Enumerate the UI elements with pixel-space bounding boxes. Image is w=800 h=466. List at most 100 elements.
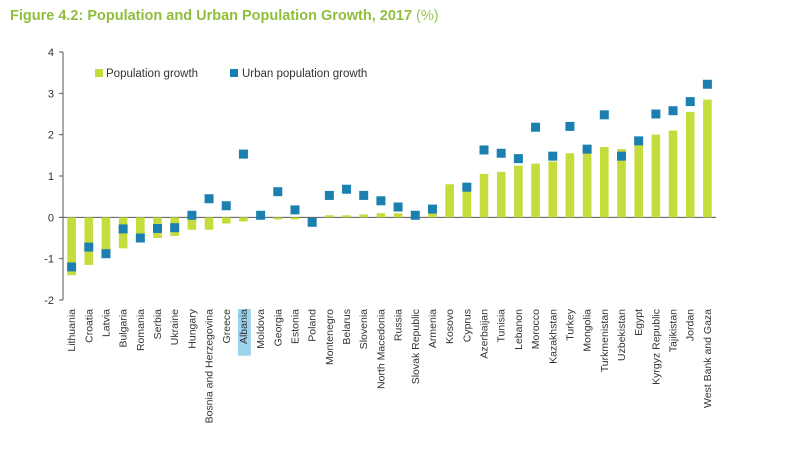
category-label-latvia: Latvia bbox=[100, 309, 112, 337]
population-bar-greece bbox=[221, 217, 231, 224]
category-label-slovak-republic: Slovak Republic bbox=[410, 309, 422, 384]
population-bar-west-bank-and-gaza bbox=[703, 99, 712, 218]
urban-marker-latvia bbox=[101, 249, 111, 259]
figure-title: Figure 4.2: Population and Urban Populat… bbox=[10, 8, 439, 24]
category-highlight-albania bbox=[237, 309, 251, 356]
category-label-turkey: Turkey bbox=[564, 308, 576, 340]
urban-marker-bosnia-and-herzegovina bbox=[204, 194, 214, 204]
category-label-tunisia: Tunisia bbox=[496, 309, 508, 343]
population-bar-north-macedonia bbox=[376, 213, 386, 218]
category-label-slovenia: Slovenia bbox=[358, 309, 370, 349]
category-label-mongolia: Mongolia bbox=[582, 309, 594, 352]
urban-marker-uzbekistan bbox=[616, 151, 626, 161]
population-bar-lebanon bbox=[514, 165, 523, 218]
urban-marker-egypt bbox=[634, 136, 644, 146]
urban-marker-azerbaijan bbox=[479, 145, 489, 155]
population-bar-croatia bbox=[84, 217, 94, 265]
urban-marker-kazakhstan bbox=[548, 151, 558, 161]
bar-layer bbox=[67, 99, 712, 276]
legend-label-urban-population-growth: Urban population growth bbox=[242, 68, 367, 80]
population-bar-jordan bbox=[685, 111, 695, 218]
category-label-bulgaria: Bulgaria bbox=[118, 309, 130, 348]
urban-marker-belarus bbox=[342, 184, 352, 194]
figure-title-unit: (%) bbox=[416, 8, 439, 24]
category-label-belarus: Belarus bbox=[341, 309, 353, 345]
population-bar-azerbaijan bbox=[479, 173, 489, 218]
category-label-estonia: Estonia bbox=[289, 309, 301, 344]
population-bar-egypt bbox=[634, 142, 643, 218]
urban-marker-tunisia bbox=[496, 148, 506, 158]
population-bar-tajikistan bbox=[668, 130, 678, 218]
urban-marker-lebanon bbox=[513, 154, 523, 164]
population-bar-russia bbox=[393, 213, 403, 218]
category-label-azerbaijan: Azerbaijan bbox=[479, 309, 491, 359]
y-tick-label: 4 bbox=[48, 47, 54, 59]
urban-marker-serbia bbox=[153, 223, 163, 233]
population-bar-estonia bbox=[290, 217, 300, 220]
category-label-lebanon: Lebanon bbox=[513, 309, 525, 350]
population-bar-kosovo bbox=[445, 184, 454, 218]
category-label-kosovo: Kosovo bbox=[444, 309, 456, 344]
urban-marker-croatia bbox=[84, 242, 94, 252]
population-bar-lithuania bbox=[67, 217, 76, 276]
population-bar-georgia bbox=[273, 217, 283, 220]
category-label-croatia: Croatia bbox=[83, 309, 95, 343]
population-bar-albania bbox=[239, 217, 248, 222]
legend-swatch-population-growth bbox=[95, 69, 103, 77]
category-label-russia: Russia bbox=[393, 309, 405, 341]
y-tick-label: 0 bbox=[48, 212, 54, 224]
category-label-kyrgyz-republic: Kyrgyz Republic bbox=[650, 309, 662, 385]
population-bar-belarus bbox=[342, 215, 351, 218]
urban-marker-cyprus bbox=[462, 182, 472, 192]
urban-marker-turkey bbox=[565, 121, 575, 131]
urban-marker-russia bbox=[393, 202, 403, 212]
legend-label-population-growth: Population growth bbox=[106, 68, 198, 80]
figure-title-text: Figure 4.2: Population and Urban Populat… bbox=[10, 8, 413, 24]
category-label-north-macedonia: North Macedonia bbox=[375, 309, 387, 389]
category-label-romania: Romania bbox=[135, 309, 147, 351]
population-bar-kazakhstan bbox=[548, 161, 558, 218]
urban-marker-georgia bbox=[273, 187, 283, 197]
category-label-albania: Albania bbox=[238, 309, 250, 344]
urban-marker-west-bank-and-gaza bbox=[702, 79, 712, 89]
category-label-jordan: Jordan bbox=[685, 309, 697, 341]
category-label-hungary: Hungary bbox=[186, 308, 198, 348]
population-bar-montenegro bbox=[325, 215, 334, 218]
y-tick-label: 1 bbox=[48, 171, 54, 183]
category-label-tajikistan: Tajikistan bbox=[668, 309, 680, 352]
y-tick-label: 3 bbox=[48, 88, 54, 100]
category-label-west-bank-and-gaza: West Bank and Gaza bbox=[702, 309, 714, 408]
urban-marker-bulgaria bbox=[118, 224, 128, 234]
category-label-uzbekistan: Uzbekistan bbox=[616, 309, 628, 361]
population-bar-cyprus bbox=[462, 184, 472, 218]
category-label-bosnia-and-herzegovina: Bosnia and Herzegovina bbox=[204, 309, 216, 424]
y-tick-label: 2 bbox=[48, 130, 54, 142]
urban-marker-north-macedonia bbox=[376, 196, 386, 206]
urban-marker-lithuania bbox=[67, 262, 77, 272]
category-label-kazakhstan: Kazakhstan bbox=[547, 309, 559, 364]
category-label-egypt: Egypt bbox=[633, 309, 645, 336]
population-bar-morocco bbox=[531, 163, 540, 218]
population-bar-romania bbox=[136, 217, 145, 243]
chart-legend: Population growth Urban population growth bbox=[95, 68, 367, 80]
marker-layer bbox=[67, 79, 712, 272]
legend-swatch-urban-population-growth bbox=[230, 69, 238, 77]
urban-marker-jordan bbox=[685, 97, 695, 107]
population-bar-hungary bbox=[187, 217, 197, 230]
category-label-georgia: Georgia bbox=[272, 309, 284, 347]
category-label-armenia: Armenia bbox=[427, 309, 439, 348]
category-label-cyprus: Cyprus bbox=[461, 309, 473, 342]
urban-marker-romania bbox=[135, 233, 145, 243]
population-bar-tunisia bbox=[496, 171, 506, 218]
urban-marker-morocco bbox=[531, 122, 541, 132]
category-label-moldova: Moldova bbox=[255, 309, 267, 349]
category-label-morocco: Morocco bbox=[530, 309, 542, 349]
urban-marker-albania bbox=[238, 149, 248, 159]
population-bar-latvia bbox=[101, 217, 111, 257]
category-label-montenegro: Montenegro bbox=[324, 309, 336, 365]
urban-marker-turkmenistan bbox=[599, 110, 609, 120]
urban-marker-armenia bbox=[427, 204, 437, 214]
category-label-greece: Greece bbox=[221, 309, 233, 344]
y-tick-label: -1 bbox=[44, 254, 54, 266]
